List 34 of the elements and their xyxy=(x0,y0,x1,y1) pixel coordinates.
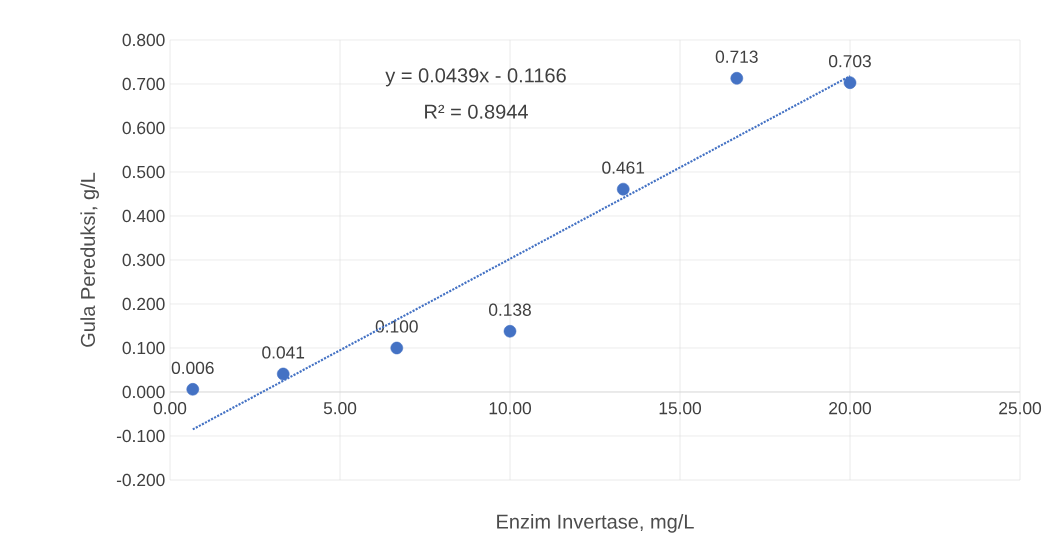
point xyxy=(616,182,630,196)
y-tick-label: 0.000 xyxy=(122,385,165,399)
y-tick-label: 0.600 xyxy=(122,121,165,135)
point xyxy=(186,383,200,396)
point xyxy=(276,367,290,381)
point xyxy=(390,341,404,355)
x-axis-title: Enzim Invertase, mg/L xyxy=(497,514,694,533)
annotation: R² = 0.8944 xyxy=(425,104,528,119)
y-tick-label: 0.200 xyxy=(122,297,165,311)
y-tick-label: 0.400 xyxy=(122,209,165,223)
point xyxy=(843,76,857,89)
data-label: 0.703 xyxy=(828,55,871,68)
data-label: 0.461 xyxy=(602,161,645,174)
x-tick-label: 5.00 xyxy=(323,402,357,415)
y-axis-title: Gula Pereduksi, g/L xyxy=(80,172,99,347)
data-label: 0.713 xyxy=(715,50,758,63)
annotation: y = 0.0439x - 0.1166 xyxy=(385,68,566,87)
y-tick-label: -0.100 xyxy=(116,429,165,443)
y-tick-label: -0.200 xyxy=(116,473,165,487)
x-tick-label: 25.00 xyxy=(999,402,1042,415)
data-label: 0.006 xyxy=(171,361,214,374)
x-tick-label: 15.00 xyxy=(659,402,702,415)
data-label: 0.041 xyxy=(262,346,305,359)
y-tick-label: 0.300 xyxy=(122,253,165,267)
point xyxy=(503,325,517,338)
point xyxy=(730,72,744,85)
y-tick-label: 0.100 xyxy=(122,341,165,355)
y-tick-label: 0.700 xyxy=(122,77,165,91)
data-label: 0.138 xyxy=(488,303,531,316)
x-tick-label: 0.00 xyxy=(153,402,187,415)
x-tick-label: 10.00 xyxy=(489,402,532,415)
x-tick-label: 20.00 xyxy=(829,402,872,415)
y-tick-label: 0.800 xyxy=(122,33,165,47)
y-tick-label: 0.500 xyxy=(122,165,165,179)
